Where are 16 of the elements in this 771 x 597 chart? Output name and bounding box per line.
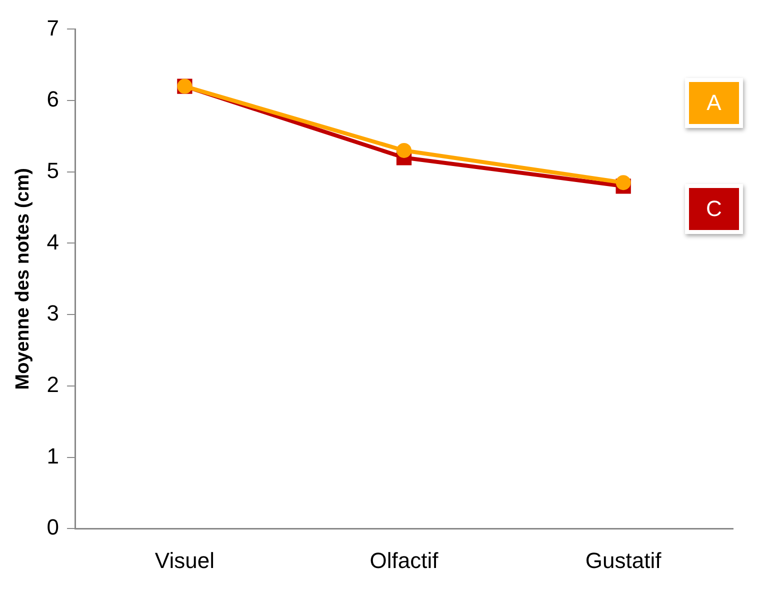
text: C [689, 188, 739, 230]
y-axis-title: Moyenne des notes (cm) [12, 168, 34, 390]
y-tick-label: 4 [46, 229, 60, 254]
y-tick-label: 3 [46, 300, 60, 326]
y-tick-label: 0 [46, 514, 60, 540]
y-tick-label: 1 [46, 443, 60, 468]
y-tick-label: 7 [46, 15, 60, 40]
point [396, 142, 412, 158]
y-tick-label: 6 [46, 86, 60, 112]
point [616, 175, 631, 190]
x-tick-label: Visuel [154, 548, 214, 573]
text: A [689, 82, 739, 124]
x-tick-label: Gustatif [585, 548, 662, 573]
x-tick-label: Olfactif [370, 548, 440, 573]
y-tick-label: 2 [46, 372, 60, 397]
y-tick-label: 5 [46, 158, 60, 183]
